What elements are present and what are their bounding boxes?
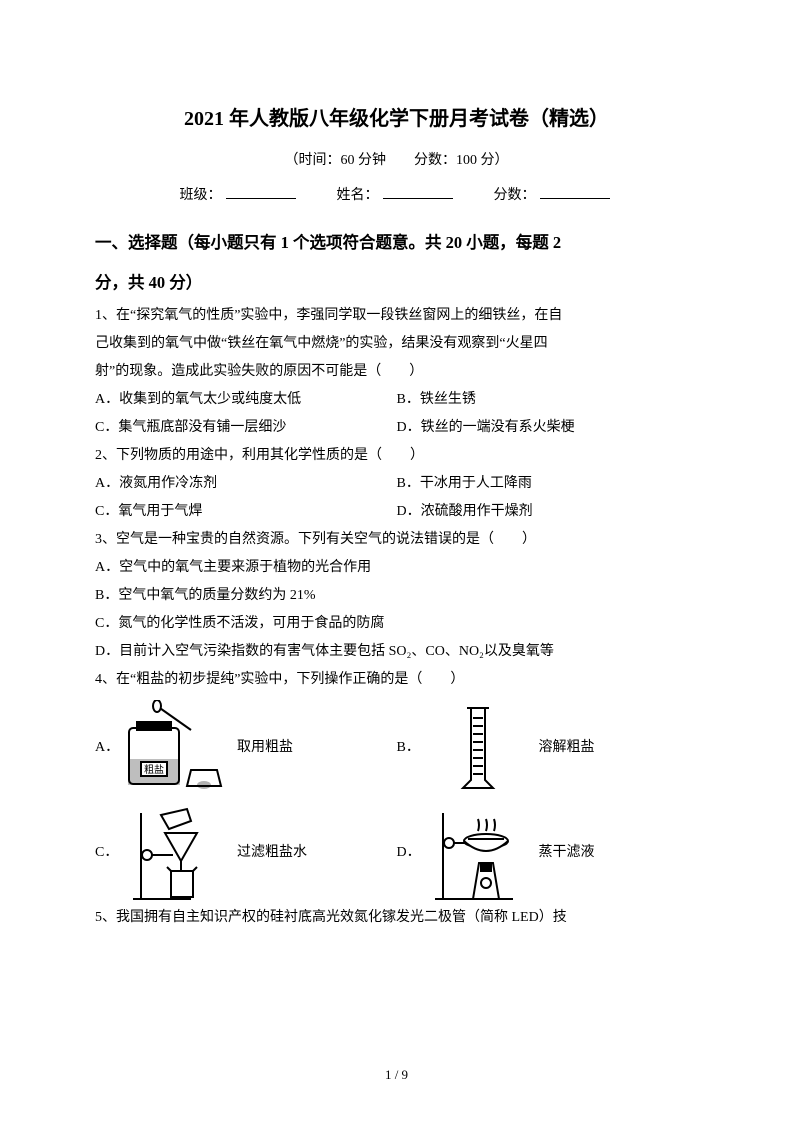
name-label: 姓名： bbox=[337, 188, 379, 203]
q4-d-caption: 蒸干滤液 bbox=[539, 839, 595, 867]
q2-option-b: B．干冰用于人工降雨 bbox=[397, 470, 699, 498]
page-subtitle: （时间：60 分钟 分数：100 分） bbox=[95, 148, 698, 175]
q2-stem: 2、下列物质的用途中，利用其化学性质的是（ ） bbox=[95, 442, 698, 470]
q4-d-figure bbox=[423, 805, 533, 900]
q4-a-letter: A． bbox=[95, 734, 115, 762]
q1-line1: 1、在“探究氧气的性质”实验中，李强同学取一段铁丝窗网上的细铁丝，在自 bbox=[95, 302, 698, 330]
q4-d-letter: D． bbox=[397, 839, 417, 867]
page-title: 2021 年人教版八年级化学下册月考试卷（精选） bbox=[95, 100, 698, 138]
q4-b-figure bbox=[423, 700, 533, 795]
section-1-heading-line2: 分，共 40 分） bbox=[95, 263, 698, 303]
q3-stem: 3、空气是一种宝贵的自然资源。下列有关空气的说法错误的是（ ） bbox=[95, 526, 698, 554]
class-blank bbox=[226, 185, 296, 199]
page-number: 1 / 9 bbox=[0, 1063, 793, 1088]
evaporation-setup-icon bbox=[423, 803, 533, 903]
question-5: 5、我国拥有自主知识产权的硅衬底高光效氮化镓发光二极管（简称 LED）技 bbox=[95, 904, 698, 932]
q4-stem: 4、在“粗盐的初步提纯”实验中，下列操作正确的是（ ） bbox=[95, 666, 698, 694]
question-3: 3、空气是一种宝贵的自然资源。下列有关空气的说法错误的是（ ） A．空气中的氧气… bbox=[95, 526, 698, 666]
q4-option-a: A． 粗盐 bbox=[95, 700, 397, 795]
q5-line1: 5、我国拥有自主知识产权的硅衬底高光效氮化镓发光二极管（简称 LED）技 bbox=[95, 904, 698, 932]
question-1: 1、在“探究氧气的性质”实验中，李强同学取一段铁丝窗网上的细铁丝，在自 己收集到… bbox=[95, 302, 698, 442]
filtration-setup-icon bbox=[121, 803, 231, 903]
score-blank bbox=[540, 185, 610, 199]
q4-option-d: D． bbox=[397, 805, 699, 900]
q1-option-a: A．收集到的氧气太少或纯度太低 bbox=[95, 386, 397, 414]
q2-option-d: D．浓硫酸用作干燥剂 bbox=[397, 498, 699, 526]
q4-option-c: C． 过滤粗盐水 bbox=[95, 805, 397, 900]
q2-option-a: A．液氮用作冷冻剂 bbox=[95, 470, 397, 498]
q1-line2: 己收集到的氧气中做“铁丝在氧气中燃烧”的实验，结果没有观察到“火星四 bbox=[95, 330, 698, 358]
graduated-cylinder-icon bbox=[443, 700, 513, 795]
q4-c-letter: C． bbox=[95, 839, 115, 867]
q3-option-b: B．空气中氧气的质量分数约为 21% bbox=[95, 582, 698, 610]
q1-option-c: C．集气瓶底部没有铺一层细沙 bbox=[95, 414, 397, 442]
name-blank bbox=[383, 185, 453, 199]
q4-c-caption: 过滤粗盐水 bbox=[237, 839, 307, 867]
section-1-heading-line1: 一、选择题（每小题只有 1 个选项符合题意。共 20 小题，每题 2 bbox=[95, 223, 698, 263]
q4-a-caption: 取用粗盐 bbox=[237, 734, 293, 762]
q4-c-figure bbox=[121, 805, 231, 900]
q3-option-a: A．空气中的氧气主要来源于植物的光合作用 bbox=[95, 554, 698, 582]
q1-option-b: B．铁丝生锈 bbox=[397, 386, 699, 414]
q3-option-d: D．目前计入空气污染指数的有害气体主要包括 SO₂、CO、NO₂以及臭氧等 bbox=[95, 638, 698, 666]
jar-spoon-icon: 粗盐 bbox=[121, 700, 231, 795]
q4-b-letter: B． bbox=[397, 734, 417, 762]
q1-option-d: D．铁丝的一端没有系火柴梗 bbox=[397, 414, 699, 442]
q4-option-b: B． 溶解粗盐 bbox=[397, 700, 699, 795]
q2-option-c: C．氧气用于气焊 bbox=[95, 498, 397, 526]
q3-option-c: C．氮气的化学性质不活泼，可用于食品的防腐 bbox=[95, 610, 698, 638]
score-label: 分数： bbox=[494, 188, 536, 203]
q4-b-caption: 溶解粗盐 bbox=[539, 734, 595, 762]
q4-a-figure: 粗盐 bbox=[121, 700, 231, 795]
question-4: 4、在“粗盐的初步提纯”实验中，下列操作正确的是（ ） A． 粗盐 bbox=[95, 666, 698, 900]
jar-label: 粗盐 bbox=[144, 763, 164, 776]
q1-line3: 射”的现象。造成此实验失败的原因不可能是（ ） bbox=[95, 358, 698, 386]
question-2: 2、下列物质的用途中，利用其化学性质的是（ ） A．液氮用作冷冻剂 B．干冰用于… bbox=[95, 442, 698, 526]
info-blanks-row: 班级： 姓名： 分数： bbox=[95, 183, 698, 210]
section-1-heading: 一、选择题（每小题只有 1 个选项符合题意。共 20 小题，每题 2 分，共 4… bbox=[95, 223, 698, 302]
class-label: 班级： bbox=[180, 188, 222, 203]
